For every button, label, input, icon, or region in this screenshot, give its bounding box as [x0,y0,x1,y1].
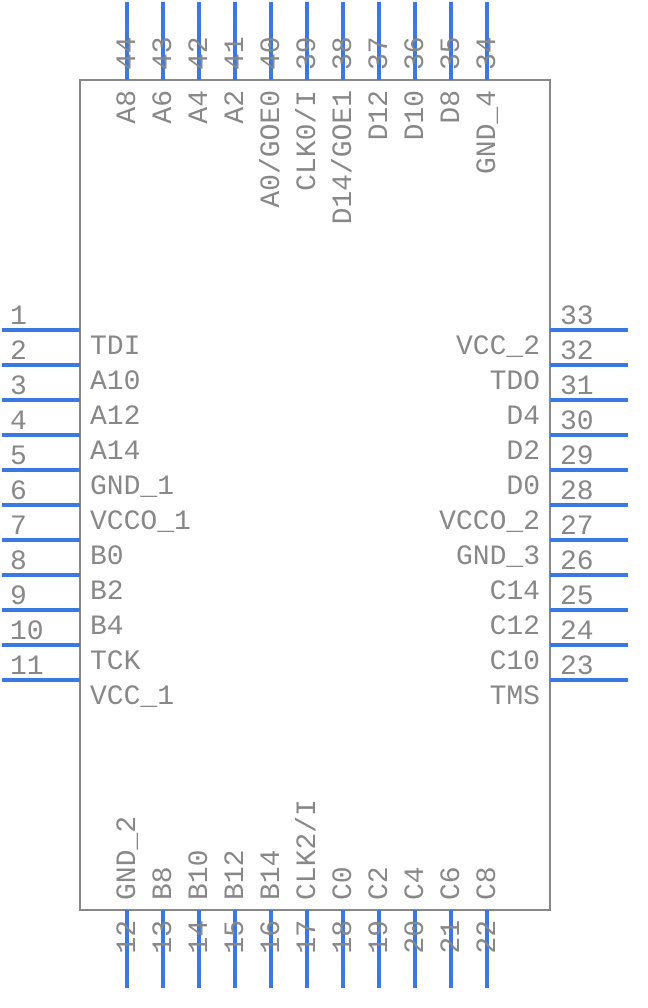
pin-number: 42 [185,36,216,70]
pin-number: 39 [293,36,324,70]
pin-number: 41 [221,36,252,70]
pin-label: D12 [365,90,396,140]
pin-number: 17 [293,920,324,954]
pin-label: A12 [90,402,140,433]
pin-label: TDI [90,332,140,363]
pin-number: 13 [149,920,180,954]
pin-number: 35 [437,36,468,70]
pin-number: 24 [560,617,594,648]
pin-number: 2 [10,337,27,368]
pin-label: A6 [149,90,180,124]
pin-label: C2 [365,866,396,900]
pin-number: 31 [560,372,594,403]
pin-label: A2 [221,90,252,124]
pin-number: 23 [560,652,594,683]
pin-label: C12 [490,612,540,643]
pin-number: 30 [560,407,594,438]
pin-label: GND_4 [473,90,504,174]
pin-label: A10 [90,367,140,398]
pin-label: A0/GOE0 [257,90,288,208]
pin-number: 20 [401,920,432,954]
pin-label: B12 [221,850,252,900]
pin-number: 32 [560,337,594,368]
pin-number: 26 [560,547,594,578]
pin-number: 29 [560,442,594,473]
pin-number: 10 [10,617,44,648]
pin-label: D14/GOE1 [329,90,360,224]
pin-label: C10 [490,647,540,678]
pin-label: TCK [90,647,141,678]
pin-label: CLK2/I [293,799,324,900]
pin-number: 3 [10,372,27,403]
pin-number: 36 [401,36,432,70]
pin-number: 34 [473,36,504,70]
pin-label: B10 [185,850,216,900]
pin-number: 37 [365,36,396,70]
pin-label: B2 [90,577,124,608]
pin-number: 4 [10,407,27,438]
pin-number: 1 [10,302,27,333]
pin-number: 44 [113,36,144,70]
pin-number: 25 [560,582,594,613]
pin-number: 16 [257,920,288,954]
pin-label: D10 [401,90,432,140]
pin-label: A4 [185,90,216,124]
pin-label: GND_1 [90,472,174,503]
pin-label: C4 [401,866,432,900]
pin-number: 33 [560,302,594,333]
pin-label: C8 [473,866,504,900]
pin-number: 5 [10,442,27,473]
pin-label: B8 [149,866,180,900]
pin-number: 28 [560,477,594,508]
pin-label: VCC_2 [456,332,540,363]
pin-label: VCCO_1 [90,507,191,538]
pin-label: B0 [90,542,124,573]
pin-number: 38 [329,36,360,70]
pin-label: B14 [257,850,288,900]
pin-label: B4 [90,612,124,643]
pin-label: GND_2 [113,816,144,900]
pin-label: VCC_1 [90,682,174,713]
pin-number: 6 [10,477,27,508]
pin-number: 22 [473,920,504,954]
pin-number: 43 [149,36,180,70]
pin-label: C6 [437,866,468,900]
pin-label: D2 [506,437,540,468]
pin-number: 19 [365,920,396,954]
pin-number: 9 [10,582,27,613]
pin-number: 18 [329,920,360,954]
pin-label: CLK0/I [293,90,324,191]
pin-label: GND_3 [456,542,540,573]
pin-number: 15 [221,920,252,954]
ic-pinout-diagram: 1 TDI 2 A10 3 A12 4 A14 5 GND_1 6 VCCO_1 7 B0 8 B2 9 B4 10… [0,0,648,1008]
pin-label: D8 [437,90,468,124]
pin-number: 12 [113,920,144,954]
pin-label: C0 [329,866,360,900]
pin-number: 7 [10,512,27,543]
pin-number: 21 [437,920,468,954]
pin-label: C14 [490,577,540,608]
pin-label: TMS [490,682,540,713]
pin-number: 27 [560,512,594,543]
pin-label: D0 [506,472,540,503]
pin-label: VCCO_2 [439,507,540,538]
pin-label: TDO [490,367,540,398]
pin-number: 8 [10,547,27,578]
pin-label: A8 [113,90,144,124]
pin-number: 40 [257,36,288,70]
pin-number: 14 [185,920,216,954]
pin-label: D4 [506,402,540,433]
pin-number: 11 [10,652,44,683]
pin-label: A14 [90,437,140,468]
